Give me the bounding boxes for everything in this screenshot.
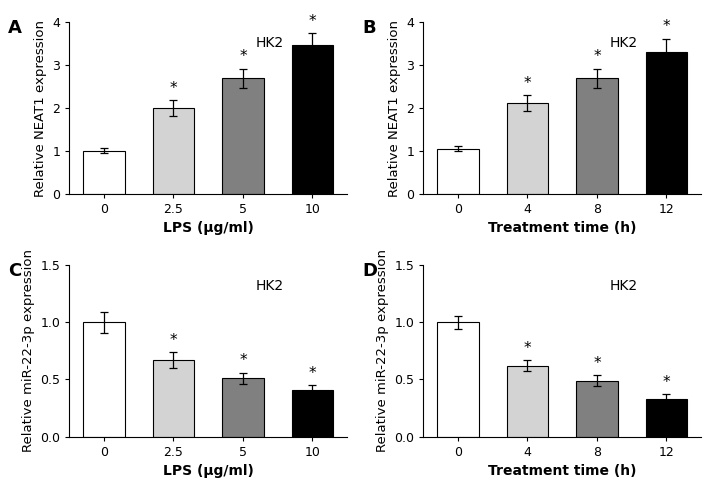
Y-axis label: Relative miR-22-3p expression: Relative miR-22-3p expression [21, 249, 35, 453]
Text: *: * [523, 341, 531, 356]
Text: *: * [309, 366, 316, 381]
Text: *: * [663, 375, 670, 390]
Text: *: * [663, 19, 670, 34]
Bar [152, 108, 194, 194]
Text: *: * [239, 49, 247, 64]
Text: A: A [8, 19, 22, 37]
Bar [507, 366, 548, 436]
X-axis label: Treatment time (h): Treatment time (h) [488, 464, 636, 478]
Text: *: * [593, 49, 601, 64]
Bar [646, 399, 687, 436]
Bar [576, 381, 618, 436]
X-axis label: LPS (μg/ml): LPS (μg/ml) [163, 221, 254, 235]
Text: *: * [523, 76, 531, 91]
Text: HK2: HK2 [255, 36, 283, 50]
Y-axis label: Relative miR-22-3p expression: Relative miR-22-3p expression [376, 249, 389, 453]
Bar [292, 45, 333, 194]
Text: *: * [593, 356, 601, 370]
Bar [292, 390, 333, 436]
Text: HK2: HK2 [609, 279, 637, 293]
Bar [437, 149, 479, 194]
Text: C: C [8, 262, 21, 280]
X-axis label: LPS (μg/ml): LPS (μg/ml) [163, 464, 254, 478]
Bar [83, 151, 125, 194]
Bar [646, 53, 687, 194]
Text: HK2: HK2 [609, 36, 637, 50]
Bar [222, 78, 264, 194]
Text: HK2: HK2 [255, 279, 283, 293]
Y-axis label: Relative NEAT1 expression: Relative NEAT1 expression [34, 20, 46, 197]
Text: *: * [169, 333, 177, 348]
Bar [222, 378, 264, 436]
X-axis label: Treatment time (h): Treatment time (h) [488, 221, 636, 235]
Bar [576, 78, 618, 194]
Y-axis label: Relative NEAT1 expression: Relative NEAT1 expression [388, 20, 400, 197]
Text: D: D [363, 262, 378, 280]
Text: *: * [169, 81, 177, 96]
Text: *: * [309, 14, 316, 29]
Bar [507, 103, 548, 194]
Bar [152, 360, 194, 436]
Text: B: B [363, 19, 376, 37]
Bar [437, 322, 479, 436]
Bar [83, 322, 125, 436]
Text: *: * [239, 353, 247, 369]
